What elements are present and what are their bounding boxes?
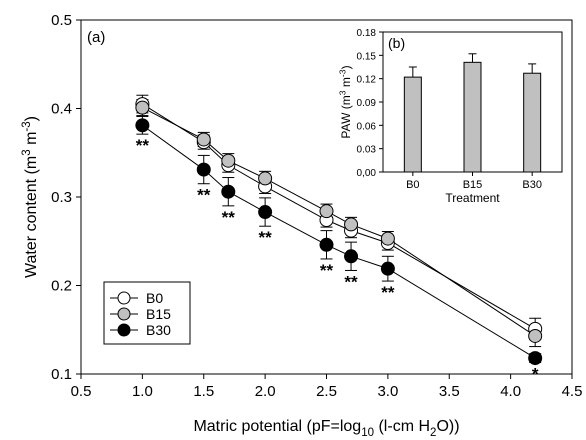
significance-label: ** bbox=[344, 272, 358, 291]
x-tick-label: 0.5 bbox=[71, 383, 92, 400]
inset-y-axis-label: PAW (m3 m-3) bbox=[337, 65, 353, 138]
data-point-b30 bbox=[196, 162, 211, 177]
inset-y-tick-label: 0.12 bbox=[357, 75, 377, 86]
inset-x-tick-label: B0 bbox=[406, 179, 419, 191]
significance-label: ** bbox=[381, 283, 395, 302]
data-point-b15 bbox=[344, 217, 359, 232]
data-point-b30 bbox=[221, 184, 236, 199]
inset-y-tick-label: 0.03 bbox=[357, 145, 377, 156]
inset-x-tick-label: B15 bbox=[463, 179, 483, 191]
significance-label: ** bbox=[259, 228, 273, 247]
legend-label-b15: B15 bbox=[146, 306, 171, 322]
data-point-b30 bbox=[258, 205, 273, 220]
inset-x-axis-label: Treatment bbox=[445, 191, 500, 205]
data-point-b15 bbox=[319, 204, 334, 219]
bar-b0 bbox=[403, 76, 422, 173]
x-tick-label: 2.0 bbox=[255, 383, 276, 400]
x-tick-label: 3.0 bbox=[377, 383, 398, 400]
inset-y-tick-label: 0.09 bbox=[357, 98, 377, 109]
inset-y-tick-label: 0,00 bbox=[357, 168, 377, 179]
data-point-b15 bbox=[258, 171, 273, 186]
data-point-b30 bbox=[135, 118, 150, 133]
x-tick-label: 2.5 bbox=[316, 383, 337, 400]
data-point-b15 bbox=[221, 153, 236, 168]
data-point-b15 bbox=[380, 231, 395, 246]
inset-y-tick-label: 0.15 bbox=[357, 51, 377, 62]
legend-label-b30: B30 bbox=[146, 322, 171, 338]
y-axis-label: Water content (m3 m-3) bbox=[21, 116, 40, 278]
legend-marker-b0 bbox=[117, 291, 131, 305]
data-point-b15 bbox=[528, 328, 543, 343]
y-tick-label: 0.5 bbox=[51, 12, 72, 29]
data-point-b30 bbox=[344, 249, 359, 264]
data-point-b15 bbox=[135, 100, 150, 115]
x-tick-label: 1.0 bbox=[132, 383, 153, 400]
data-point-b15 bbox=[196, 132, 211, 147]
bar-b15 bbox=[463, 61, 482, 173]
x-tick-label: 4.0 bbox=[500, 383, 521, 400]
x-tick-label: 4.5 bbox=[562, 383, 583, 400]
legend-marker-b30 bbox=[117, 323, 131, 337]
data-point-b30 bbox=[528, 351, 543, 366]
inset-y-tick-label: 0.06 bbox=[357, 121, 377, 132]
y-tick-label: 0.4 bbox=[51, 101, 72, 118]
panel-label-b: (b) bbox=[388, 35, 405, 51]
legend-marker-b15 bbox=[117, 307, 131, 321]
inset-x-tick-label: B30 bbox=[522, 179, 542, 191]
significance-label: ** bbox=[222, 208, 236, 227]
y-tick-label: 0.3 bbox=[51, 189, 72, 206]
data-point-b30 bbox=[380, 261, 395, 276]
x-tick-label: 3.5 bbox=[439, 383, 460, 400]
x-tick-label: 1.5 bbox=[193, 383, 214, 400]
y-tick-label: 0.2 bbox=[51, 278, 72, 295]
y-tick-label: 0.1 bbox=[51, 366, 72, 383]
significance-label: ** bbox=[320, 261, 334, 280]
significance-label: * bbox=[532, 364, 539, 383]
inset-y-tick-label: 0.18 bbox=[357, 28, 377, 39]
significance-label: ** bbox=[197, 186, 211, 205]
x-axis-label: Matric potential (pF=log10 (l-cm H2O)) bbox=[193, 418, 459, 439]
bar-b30 bbox=[523, 72, 542, 173]
legend-label-b0: B0 bbox=[146, 290, 163, 306]
significance-label: ** bbox=[136, 136, 150, 155]
data-point-b30 bbox=[319, 237, 334, 252]
panel-label-a: (a) bbox=[87, 29, 105, 46]
